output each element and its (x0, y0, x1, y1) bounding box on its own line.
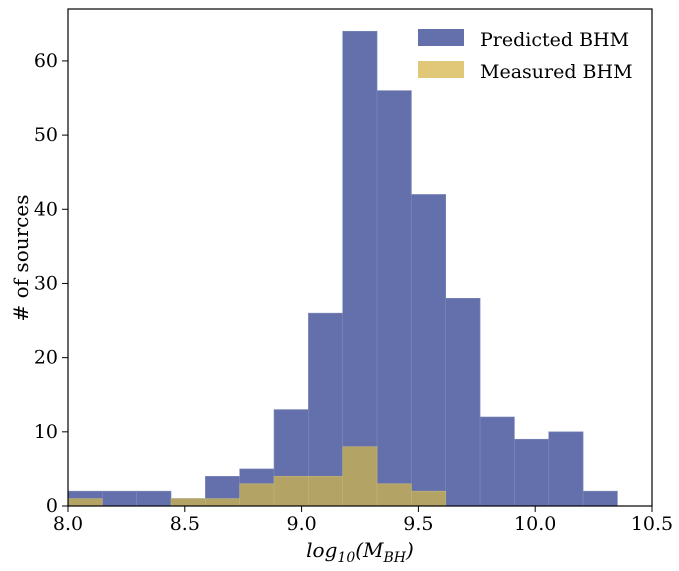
x-tick-label: 9.5 (403, 513, 433, 535)
predicted-bar-12 (479, 416, 515, 507)
measured-bar-4 (205, 498, 240, 507)
predicted-bar-8 (342, 30, 378, 507)
y-tick-label: 0 (46, 495, 58, 517)
predicted-bar-13 (514, 438, 550, 507)
predicted-bar-14 (548, 431, 584, 507)
y-axis-title: # of sources (9, 195, 33, 322)
measured-bar-5 (239, 483, 275, 507)
plot-frame (67, 8, 653, 507)
predicted-bar-11 (445, 297, 481, 507)
legend-swatch-measured (418, 61, 464, 78)
ticks-layer: 8.0 8.5 9.0 9.5 10.0 10.5 0 10 20 30 40 50 60 (34, 50, 673, 535)
predicted-bar-2 (136, 490, 172, 507)
predicted-bar-10 (411, 194, 447, 507)
measured-bar-10 (411, 490, 447, 507)
measured-bar-7 (308, 476, 344, 507)
measured-bar-0 (67, 498, 103, 507)
y-tick-label: 20 (34, 347, 58, 369)
y-tick-label: 40 (34, 198, 58, 220)
predicted-bar-15 (582, 490, 618, 507)
measured-bar-3 (170, 498, 206, 507)
y-tick-label: 60 (34, 50, 58, 72)
y-tick-label: 50 (34, 124, 58, 146)
measured-bar-8 (342, 446, 378, 507)
x-tick-label: 9.0 (286, 513, 316, 535)
measured-bar-9 (376, 483, 412, 507)
legend-label-measured: Measured BHM (480, 61, 633, 83)
predicted-bar-9 (376, 90, 412, 507)
x-tick-label: 8.5 (170, 513, 200, 535)
legend-label-predicted: Predicted BHM (480, 29, 629, 51)
y-tick-label: 10 (34, 421, 58, 443)
measured-bar-6 (273, 476, 309, 507)
x-tick-label: 10.0 (514, 513, 556, 535)
legend: Predicted BHM Measured BHM (418, 29, 633, 83)
x-tick-label: 10.5 (631, 513, 673, 535)
x-axis-title: log10(MBH) (306, 538, 414, 566)
predicted-bar-1 (102, 490, 137, 507)
y-tick-label: 30 (34, 272, 58, 294)
bars-layer (67, 30, 618, 507)
x-tick-label: 8.0 (53, 513, 83, 535)
legend-swatch-predicted (418, 29, 464, 46)
